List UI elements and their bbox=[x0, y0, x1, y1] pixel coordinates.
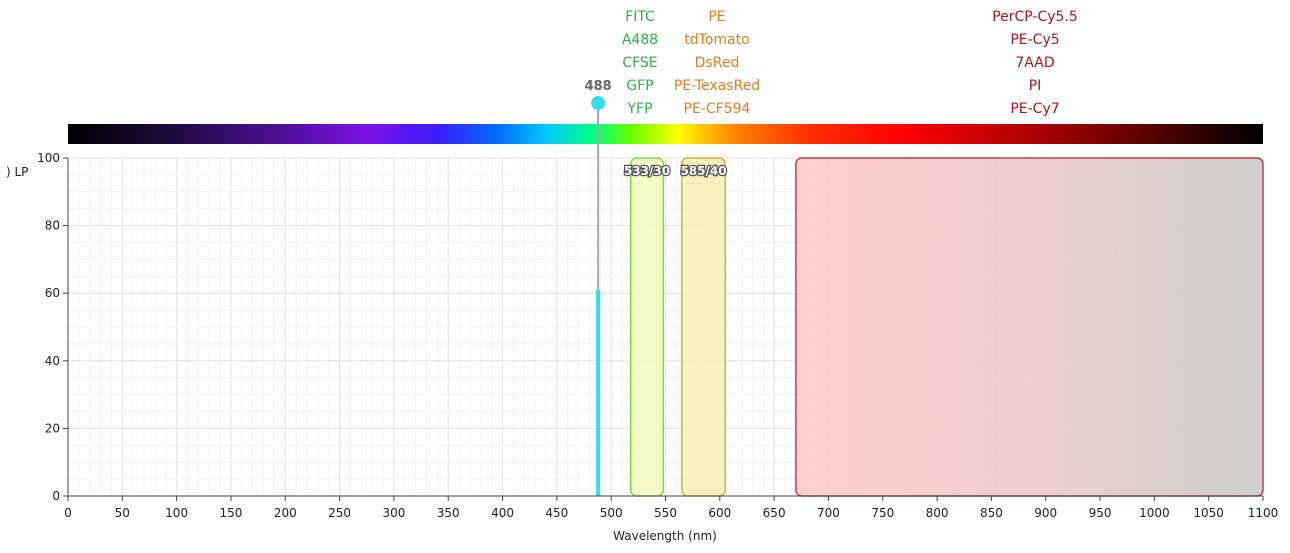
fluorochrome-group: PE tdTomato DsRed PE-TexasRed PE-CF594 bbox=[674, 9, 760, 117]
fluorochrome-label[interactable]: 7AAD bbox=[1015, 55, 1054, 71]
y-tick-label: 80 bbox=[45, 219, 60, 233]
fluorochrome-label[interactable]: tdTomato bbox=[684, 32, 749, 48]
filter-band bbox=[629, 157, 665, 497]
y-axis-ticks: 0 20 40 60 80 100 bbox=[37, 151, 68, 503]
x-tick-label: 50 bbox=[115, 506, 130, 520]
laser-wavelength-label: 488 bbox=[585, 79, 612, 94]
x-tick-label: 1100 bbox=[1248, 506, 1279, 520]
fluorochrome-label[interactable]: A488 bbox=[622, 32, 658, 48]
x-tick-label: 750 bbox=[871, 506, 894, 520]
filter-band bbox=[681, 157, 727, 497]
y-tick-label: 100 bbox=[37, 151, 60, 165]
y-tick-label: 60 bbox=[45, 286, 60, 300]
fluorochrome-label[interactable]: PE-TexasRed bbox=[674, 78, 760, 94]
fluorochrome-group: PerCP-Cy5.5 PE-Cy5 7AAD PI PE-Cy7 bbox=[992, 9, 1078, 117]
fluorochrome-label[interactable]: CFSE bbox=[622, 55, 657, 71]
x-tick-label: 300 bbox=[382, 506, 405, 520]
x-tick-label: 400 bbox=[491, 506, 514, 520]
x-tick-label: 850 bbox=[980, 506, 1003, 520]
y-tick-label: 0 bbox=[52, 489, 60, 503]
y-axis-fragment-label: ) LP bbox=[6, 165, 28, 179]
x-tick-label: 550 bbox=[654, 506, 677, 520]
x-axis-title: Wavelength (nm) bbox=[613, 529, 717, 543]
fluorochrome-labels: FITC A488 CFSE GFP YFP PE tdTomato DsRed PE-Texa… bbox=[622, 9, 1078, 117]
laser-marker[interactable] bbox=[591, 96, 606, 110]
fluorochrome-label[interactable]: FITC bbox=[625, 9, 655, 25]
x-axis-ticks: 0 50 100 150 200 250 300 350 400 450 500 550 600 650 7… bbox=[64, 496, 1278, 520]
x-tick-label: 250 bbox=[328, 506, 351, 520]
filter-bands: 533/30 585/40 bbox=[623, 157, 1264, 497]
x-tick-label: 500 bbox=[600, 506, 623, 520]
filter-band-label: 585/40 bbox=[680, 164, 726, 178]
x-tick-label: 1050 bbox=[1193, 506, 1224, 520]
laser-power-bar bbox=[596, 289, 601, 496]
x-tick-label: 200 bbox=[274, 506, 297, 520]
fluorochrome-label[interactable]: PerCP-Cy5.5 bbox=[992, 9, 1078, 25]
x-tick-label: 800 bbox=[926, 506, 949, 520]
x-tick-label: 650 bbox=[763, 506, 786, 520]
fluorochrome-label[interactable]: GFP bbox=[626, 78, 653, 94]
x-tick-label: 100 bbox=[165, 506, 188, 520]
fluorochrome-label[interactable]: PE-Cy7 bbox=[1010, 101, 1059, 117]
x-tick-label: 150 bbox=[220, 506, 243, 520]
y-tick-label: 40 bbox=[45, 354, 60, 368]
spectrum-color-bar bbox=[68, 124, 1263, 144]
x-tick-label: 1000 bbox=[1139, 506, 1170, 520]
y-tick-label: 20 bbox=[45, 421, 60, 435]
filter-band bbox=[795, 157, 1264, 497]
fluorochrome-label[interactable]: PE-CF594 bbox=[684, 101, 751, 117]
x-tick-label: 450 bbox=[545, 506, 568, 520]
filter-band-label: 533/30 bbox=[624, 164, 670, 178]
fluorochrome-label[interactable]: DsRed bbox=[695, 55, 740, 71]
fluorochrome-label[interactable]: PE-Cy5 bbox=[1010, 32, 1059, 48]
x-tick-label: 350 bbox=[437, 506, 460, 520]
fluorochrome-label[interactable]: YFP bbox=[626, 101, 652, 117]
laser-line: 488 bbox=[585, 79, 612, 496]
x-tick-label: 950 bbox=[1089, 506, 1112, 520]
fluorochrome-group: FITC A488 CFSE GFP YFP bbox=[622, 9, 658, 117]
fluorochrome-label[interactable]: PE bbox=[708, 9, 725, 25]
x-tick-label: 600 bbox=[708, 506, 731, 520]
fluorochrome-label[interactable]: PI bbox=[1029, 78, 1042, 94]
x-tick-label: 700 bbox=[817, 506, 840, 520]
x-tick-label: 0 bbox=[64, 506, 72, 520]
x-tick-label: 900 bbox=[1034, 506, 1057, 520]
